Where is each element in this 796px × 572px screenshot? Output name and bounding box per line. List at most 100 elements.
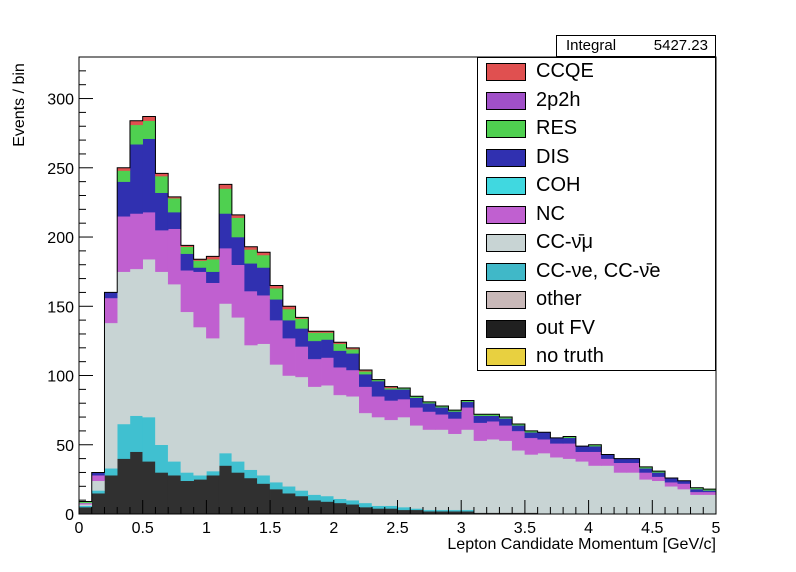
y-tick-label: 150 [47, 299, 74, 316]
legend-label: RES [536, 117, 578, 139]
bar-NC-bin-48 [690, 491, 704, 495]
bar-CC-bin-21 [346, 396, 360, 501]
bar-outFV-bin-4 [129, 451, 143, 515]
bar-NC-bin-33 [499, 425, 513, 441]
bar-NC-bin-2 [104, 297, 118, 324]
y-tick-label: 50 [56, 438, 74, 455]
bar-CC-bin-44 [639, 479, 653, 515]
bar-NC-bin-49 [703, 491, 717, 495]
bar-NC-bin-45 [652, 476, 666, 482]
bar-CCeCCe-bin-24 [384, 505, 398, 509]
bar-CCeCCe-bin-5 [142, 416, 156, 462]
plot-frame [78, 56, 717, 515]
bar-CCeCCe-bin-13 [244, 469, 258, 479]
bar-DIS-bin-29 [448, 411, 462, 419]
bar-DIS-bin-30 [460, 401, 475, 408]
bar-DIS-bin-5 [142, 138, 156, 213]
bar-DIS-bin-45 [652, 472, 666, 477]
bar-outFV-bin-1 [91, 492, 105, 515]
bar-CCeCCe-bin-11 [218, 452, 233, 466]
bar-DIS-bin-27 [422, 402, 436, 412]
bar-DIS-bin-35 [524, 432, 538, 439]
bar-DIS-bin-6 [155, 192, 169, 231]
bar-DIS-bin-13 [244, 263, 258, 292]
bar-CC-bin-49 [703, 494, 717, 515]
bar-NC-bin-8 [180, 270, 194, 313]
y-tick-label: 250 [47, 161, 74, 178]
legend-swatch [486, 91, 526, 110]
legend-entry: 2p2h [478, 87, 715, 115]
x-tick-label: 4 [584, 520, 593, 537]
bar-DIS-bin-48 [690, 488, 704, 493]
bar-NC-bin-13 [244, 290, 258, 346]
bar-RES-bin-17 [295, 318, 309, 329]
bar-DIS-bin-33 [499, 418, 513, 426]
bar-outFV-bin-15 [269, 488, 284, 515]
bar-RES-bin-3 [116, 170, 131, 182]
legend-label: NC [536, 202, 565, 225]
bar-RES-bin-10 [206, 258, 220, 272]
bar-RES-bin-14 [257, 254, 271, 268]
bar-DIS-bin-15 [269, 299, 284, 321]
bar-DIS-bin-19 [320, 339, 335, 358]
bar-CCeCCe-bin-9 [193, 474, 207, 480]
bar-NC-bin-12 [231, 264, 245, 318]
bar-outFV-bin-22 [359, 506, 373, 515]
bar-CCeCCe-bin-23 [371, 505, 386, 509]
bar-CC-bin-20 [333, 394, 347, 500]
bar-NC-bin-20 [333, 366, 347, 396]
bar-DIS-bin-18 [308, 340, 322, 360]
x-tick-label: 0.5 [132, 520, 154, 537]
bar-NC-bin-28 [435, 414, 449, 430]
bar-outFV-bin-13 [244, 477, 258, 515]
bar-CCeCCe-bin-25 [397, 506, 411, 511]
bar-DIS-bin-24 [384, 389, 398, 401]
bar-NC-bin-31 [473, 422, 487, 441]
y-tick-label: 200 [47, 230, 74, 247]
bar-CC-bin-12 [231, 317, 245, 462]
bar-NC-bin-34 [511, 430, 526, 451]
y-tick-label: 100 [47, 369, 74, 386]
x-tick-label: 2.5 [386, 520, 408, 537]
bar-CC-bin-26 [409, 425, 424, 509]
bar-DIS-bin-25 [397, 389, 411, 400]
bar-CC-bin-45 [652, 480, 666, 515]
bar-NC-bin-10 [206, 282, 220, 339]
bar-CC-bin-9 [193, 326, 207, 476]
bar-NC-bin-36 [537, 438, 551, 454]
bar-CCQE-bin-5 [142, 116, 156, 121]
bar-RES-bin-18 [308, 332, 322, 342]
legend-entry: out FV [478, 315, 715, 343]
bar-CCeCCe-bin-19 [320, 495, 335, 502]
bar-outFV-bin-11 [218, 465, 233, 515]
bar-CCQE-bin-11 [218, 184, 233, 189]
bar-RES-bin-9 [193, 260, 207, 268]
bar-CC-bin-35 [524, 454, 538, 513]
bar-outFV-bin-20 [333, 502, 347, 515]
bar-NC-bin-29 [448, 418, 462, 434]
bar-DIS-bin-16 [282, 319, 296, 339]
bar-DIS-bin-4 [129, 143, 143, 214]
bar-CC-bin-1 [91, 480, 105, 491]
bar-CCeCCe-bin-18 [308, 494, 322, 501]
bar-NC-bin-11 [218, 247, 233, 304]
bar-CCeCCe-bin-8 [180, 472, 194, 482]
bar-CC-bin-15 [269, 364, 284, 483]
bar-DIS-bin-46 [664, 477, 679, 483]
bar-NC-bin-47 [677, 483, 691, 490]
bar-outFV-bin-21 [346, 504, 360, 515]
bar-DIS-bin-21 [346, 353, 360, 371]
x-axis-label: Lepton Candidate Momentum [GeV/c] [447, 536, 716, 553]
bar-NC-bin-1 [91, 474, 105, 482]
bar-NC-bin-32 [486, 420, 500, 440]
legend-entry: RES [478, 115, 715, 143]
bar-NC-bin-22 [359, 386, 373, 414]
bar-NC-bin-23 [371, 396, 386, 418]
bar-DIS-bin-28 [435, 407, 449, 415]
bar-NC-bin-35 [524, 437, 538, 455]
bar-CC-bin-41 [601, 465, 615, 515]
bar-outFV-bin-9 [193, 479, 207, 515]
bar-CC-bin-2 [104, 322, 118, 469]
bar-outFV-bin-19 [320, 501, 335, 515]
bar-CCeCCe-bin-10 [206, 470, 220, 476]
